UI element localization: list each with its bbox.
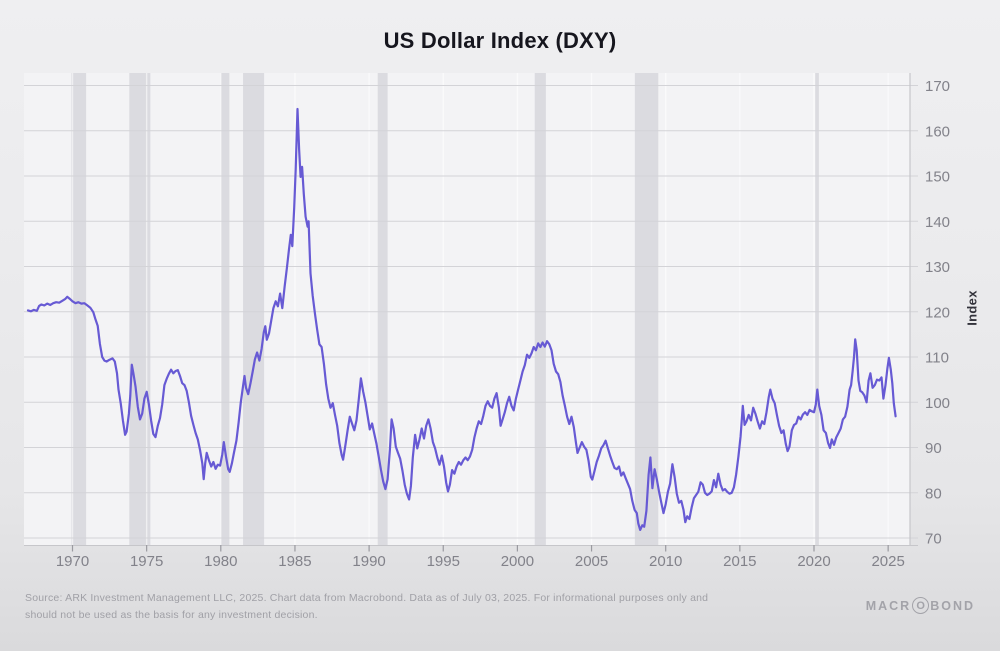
y-axis-tick-label: 160 bbox=[925, 123, 950, 140]
recession-band bbox=[129, 73, 151, 545]
x-axis-tick-label: 1975 bbox=[130, 553, 163, 570]
source-line-2: should not be used as the basis for any … bbox=[25, 608, 318, 621]
x-axis-tick-label: 2020 bbox=[797, 553, 830, 570]
y-axis-tick-label: 120 bbox=[925, 304, 950, 321]
y-axis-tick-label: 170 bbox=[925, 78, 950, 95]
recession-band bbox=[71, 73, 87, 545]
y-axis-title: Index bbox=[964, 290, 980, 326]
logo-globe-icon: O bbox=[912, 597, 930, 614]
x-axis-tick-label: 1970 bbox=[56, 553, 89, 570]
x-axis-tick-label: 2010 bbox=[649, 553, 682, 570]
recession-band bbox=[243, 73, 265, 545]
y-axis-tick-label: 100 bbox=[925, 395, 950, 412]
recession-band bbox=[815, 73, 819, 545]
x-axis-tick-label: 1990 bbox=[352, 553, 385, 570]
logo-text-right: BOND bbox=[930, 598, 975, 613]
x-axis-tick-label: 2025 bbox=[871, 553, 904, 570]
x-axis-tick-label: 1985 bbox=[278, 553, 311, 570]
recession-band bbox=[534, 73, 546, 545]
x-axis-tick-label: 1980 bbox=[204, 553, 237, 570]
macrobond-logo: MACR O BOND bbox=[866, 597, 975, 614]
y-axis-tick-label: 110 bbox=[925, 350, 949, 367]
y-axis-tick-label: 70 bbox=[925, 531, 942, 548]
recession-band bbox=[377, 73, 388, 545]
x-axis-tick-label: 2000 bbox=[501, 553, 534, 570]
chart-title: US Dollar Index (DXY) bbox=[383, 28, 617, 53]
y-axis-tick-label: 130 bbox=[925, 259, 950, 276]
y-axis-tick-label: 140 bbox=[925, 214, 950, 231]
recession-band bbox=[220, 73, 230, 545]
source-line-1: Source: ARK Investment Management LLC, 2… bbox=[25, 592, 709, 604]
x-axis-tick-label: 1995 bbox=[427, 553, 460, 570]
y-axis-tick-label: 80 bbox=[925, 485, 942, 502]
y-axis-tick-label: 150 bbox=[925, 169, 950, 186]
y-axis-tick-label: 90 bbox=[925, 440, 942, 457]
recession-band bbox=[634, 73, 659, 545]
plot-area bbox=[24, 73, 910, 545]
x-axis-tick-label: 2005 bbox=[575, 553, 608, 570]
logo-text-left: MACR bbox=[865, 598, 912, 613]
x-axis-tick-label: 2015 bbox=[723, 553, 756, 570]
dxy-series-line bbox=[26, 107, 897, 532]
source-attribution: Source: ARK Investment Management LLC, 2… bbox=[25, 590, 865, 623]
